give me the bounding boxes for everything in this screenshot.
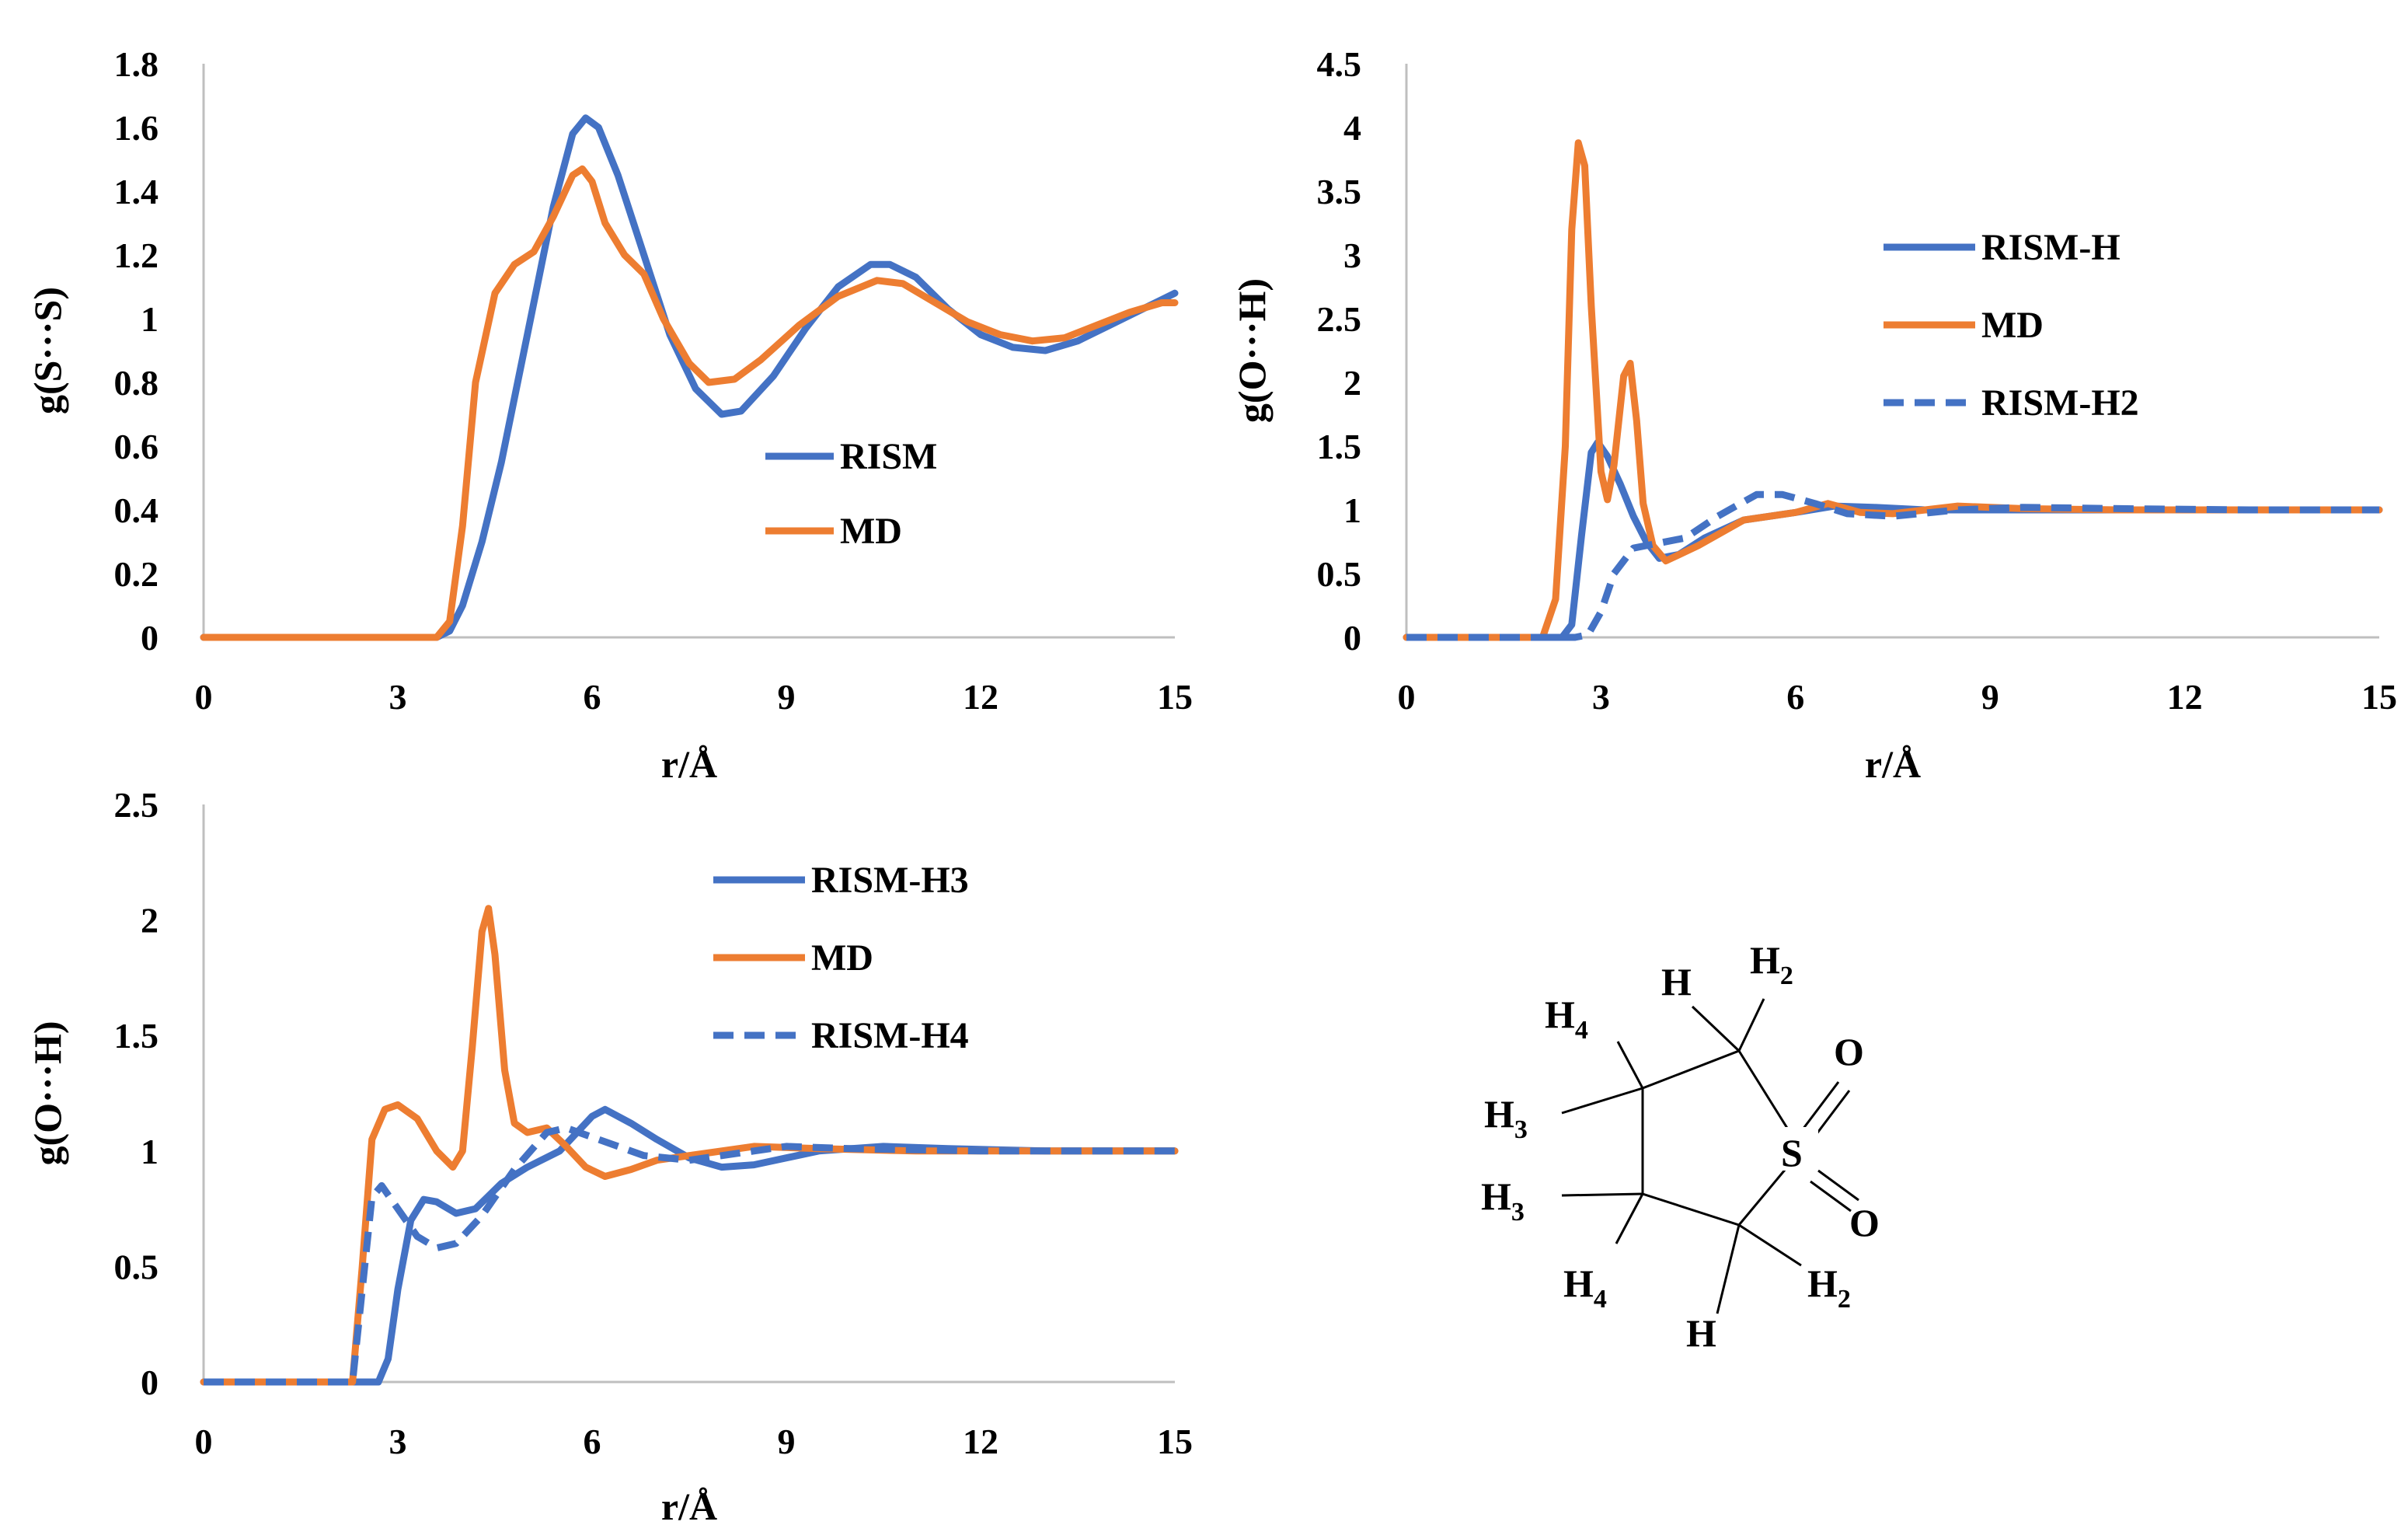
chart-g-s-s: 0 0.2 0.4 0.6 0.8 1 1.2 1.4 1.6 1.8 0 3 6 9 12 15 r/Å g(S… [26, 44, 1193, 786]
x-tick-label: 9 [778, 1422, 796, 1461]
atom-label: O [1834, 1030, 1864, 1073]
x-tick-label: 15 [1157, 677, 1193, 717]
x-tick-label: 6 [584, 677, 601, 717]
bond-s-o-upper-b [1812, 1090, 1851, 1139]
sulfolane-structure [1561, 998, 1859, 1314]
y-axis-label: g(S···S) [26, 287, 69, 414]
y-tick-label: 2.5 [114, 785, 159, 825]
bond-c4-h [1716, 1224, 1741, 1314]
series-line-rism [200, 114, 1179, 641]
x-tick-label: 9 [778, 677, 796, 717]
x-tick-label: 0 [195, 1422, 213, 1461]
atom-label: H3 [1484, 1092, 1528, 1144]
y-tick-label: 0 [1343, 618, 1361, 658]
x-tick-label: 0 [195, 677, 213, 717]
ring-bonds [1641, 1049, 1803, 1227]
y-tick-label: 2.5 [1317, 299, 1362, 339]
x-tick-label: 12 [963, 1422, 998, 1461]
atom-label: H4 [1563, 1262, 1607, 1314]
y-tick-label: 0.5 [114, 1247, 159, 1286]
atom-label: S [1781, 1131, 1803, 1174]
atom-label: H4 [1545, 993, 1588, 1045]
legend-label-md: MD [1981, 305, 2044, 346]
x-tick-label: 6 [584, 1422, 601, 1461]
atom-label: H2 [1807, 1262, 1851, 1314]
x-tick-label: 0 [1398, 677, 1416, 717]
x-axis-label: r/Å [661, 1485, 717, 1528]
y-tick-label: 1 [141, 299, 159, 339]
x-tick-label: 3 [389, 677, 407, 717]
x-tick-label: 12 [963, 677, 998, 717]
x-axis-label: r/Å [1865, 742, 1921, 786]
y-tick-label: 0.4 [114, 490, 159, 530]
y-tick-label: 3 [1343, 236, 1361, 275]
atom-labels: H H2 H4 H3 H3 H4 H2 H S O O [1481, 938, 1880, 1355]
y-tick-label: 2 [141, 901, 159, 940]
atom-label: H [1661, 960, 1692, 1003]
chart-g-o-h-bottom: 0 0.5 1 1.5 2 2.5 0 3 6 9 12 15 r/Å g(O···H) RISM-H3 MD… [26, 785, 1193, 1528]
y-tick-label: 0.6 [114, 427, 159, 466]
x-tick-label: 6 [1786, 677, 1804, 717]
bond-c2-h3 [1561, 1087, 1643, 1115]
x-tick-label: 15 [2361, 677, 2397, 717]
y-tick-label: 0.8 [114, 363, 159, 403]
atom-label: O [1849, 1201, 1880, 1244]
legend-label-rism-h4: RISM-H4 [811, 1015, 969, 1056]
bond-s-o-lower-b [1810, 1180, 1852, 1213]
y-axis-label: g(O···H) [1230, 278, 1274, 423]
atom-label: H2 [1750, 938, 1793, 990]
y-tick-label: 2 [1343, 363, 1361, 403]
x-tick-label: 9 [1981, 677, 1999, 717]
bond-c4-h2 [1738, 1223, 1802, 1267]
y-tick-label: 4.5 [1317, 44, 1362, 84]
series-line-rism-h2 [1406, 490, 2379, 641]
series-line-md [200, 165, 1179, 641]
bond-c3-h4 [1615, 1193, 1644, 1244]
bond-c1-h [1691, 1005, 1741, 1052]
legend-label-rism-h: RISM-H [1981, 227, 2121, 268]
legend-label-rism-h3: RISM-H3 [811, 860, 969, 901]
bond-c1-h2 [1737, 998, 1765, 1052]
chart-g-o-h-top: 0 0.5 1 1.5 2 2.5 3 3.5 4 4.5 0 3 6 9 12 15 r/Å g(O···H) R… [1230, 44, 2397, 786]
bond-c3-h3 [1561, 1192, 1643, 1197]
y-tick-label: 0.5 [1317, 554, 1362, 594]
legend-label-rism-h2: RISM-H2 [1981, 382, 2139, 424]
y-tick-label: 1.8 [114, 44, 159, 84]
y-tick-label: 0 [141, 618, 159, 658]
legend-label-md: MD [840, 511, 902, 552]
x-axis-label: r/Å [661, 742, 717, 786]
y-tick-label: 3.5 [1317, 172, 1362, 211]
series-line-rism-h4 [204, 1124, 1175, 1386]
y-tick-label: 1.4 [114, 172, 159, 211]
y-tick-label: 1 [1343, 490, 1361, 530]
bond-s-o-lower-a [1817, 1169, 1859, 1202]
x-tick-label: 3 [1592, 677, 1610, 717]
bond-s-o-upper-a [1801, 1081, 1840, 1130]
legend-label-md: MD [811, 937, 873, 979]
x-tick-label: 15 [1157, 1422, 1193, 1461]
y-axis-label: g(O···H) [26, 1021, 69, 1165]
y-tick-label: 4 [1343, 108, 1361, 148]
series-line-md [1403, 139, 2383, 641]
y-tick-label: 1.5 [114, 1016, 159, 1056]
bond-c2-h4 [1616, 1041, 1644, 1089]
atom-label: H3 [1481, 1174, 1525, 1227]
atom-label: H [1686, 1311, 1716, 1355]
series-line-md [200, 905, 1179, 1386]
y-tick-label: 0 [141, 1363, 159, 1402]
y-tick-label: 1.6 [114, 108, 159, 148]
y-tick-label: 1.2 [114, 236, 159, 275]
legend-label-rism: RISM [840, 436, 937, 477]
x-tick-label: 12 [2167, 677, 2203, 717]
y-tick-label: 0.2 [114, 554, 159, 594]
y-tick-label: 1 [141, 1132, 159, 1171]
y-tick-label: 1.5 [1317, 427, 1362, 466]
x-tick-label: 3 [389, 1422, 407, 1461]
